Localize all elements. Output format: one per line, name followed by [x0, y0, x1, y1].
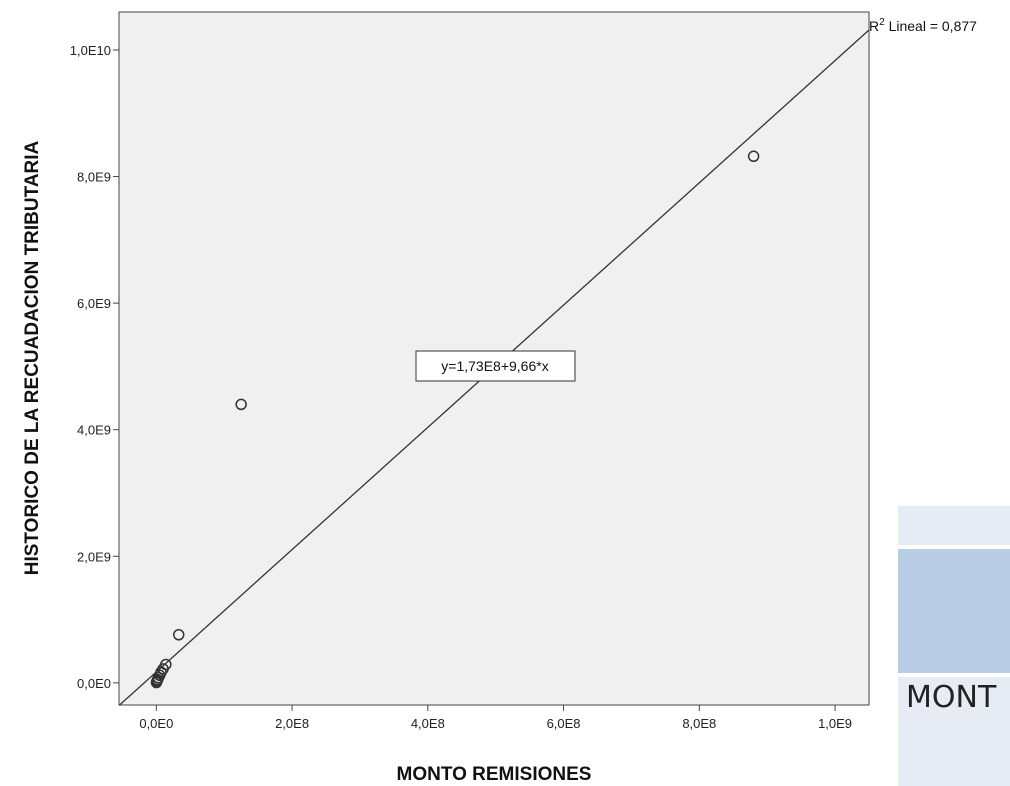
table-fragment: MONT	[898, 506, 1010, 786]
x-axis-title: MONTO REMISIONES	[397, 764, 592, 785]
x-tick-label: 4,0E8	[411, 716, 445, 731]
fit-equation-label: y=1,73E8+9,66*x	[441, 358, 548, 374]
x-tick-label: 1,0E9	[818, 716, 852, 731]
table-fragment-body-cell	[898, 677, 1010, 786]
x-tick-label: 6,0E8	[547, 716, 581, 731]
table-fragment-top-row	[898, 506, 1010, 545]
y-tick-label: 2,0E9	[77, 549, 111, 564]
y-tick-label: 1,0E10	[70, 43, 111, 58]
y-tick-label: 8,0E9	[77, 170, 111, 185]
y-tick-label: 0,0E0	[77, 676, 111, 691]
r-squared-label: R2 Lineal = 0,877	[869, 17, 977, 34]
y-axis-title: HISTORICO DE LA RECUADACION TRIBUTARIA	[22, 140, 43, 575]
table-fragment-divider	[898, 545, 1010, 549]
data-point	[150, 676, 163, 689]
table-fragment-header-text: MONT	[906, 680, 997, 715]
data-point	[235, 398, 247, 411]
x-tick-label: 0,0E0	[139, 716, 173, 731]
y-tick-label: 6,0E9	[77, 296, 111, 311]
data-point	[747, 150, 760, 163]
x-tick-label: 2,0E8	[275, 716, 309, 731]
data-point	[172, 629, 185, 641]
x-tick-label: 8,0E8	[682, 716, 716, 731]
table-fragment-header-cell	[898, 549, 1010, 673]
y-tick-label: 4,0E9	[77, 423, 111, 438]
fit-equation-box: y=1,73E8+9,66*x	[415, 350, 576, 382]
